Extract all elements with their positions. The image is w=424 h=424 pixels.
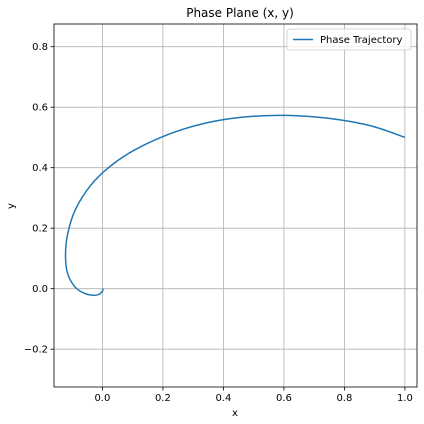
x-tick-label: 0.8 xyxy=(336,393,352,404)
y-tick-label: −0.2 xyxy=(24,345,48,356)
x-tick-label: 1.0 xyxy=(397,393,413,404)
legend-box xyxy=(286,28,412,51)
plot-area: 0.0 0.2 0.4 0.6 0.8 1.0 −0.2 0.0 0.2 0.4 0.6 0.8 Pha… xyxy=(24,23,418,404)
x-tick-label: 0.6 xyxy=(276,393,292,404)
x-tick-label: 0.0 xyxy=(94,393,110,404)
x-tick-label: 0.4 xyxy=(215,393,231,404)
y-axis-label: y xyxy=(6,203,17,209)
y-tick-label: 0.8 xyxy=(32,42,48,53)
y-tick-label: 0.0 xyxy=(32,284,48,295)
chart-title: Phase Plane (x, y) xyxy=(186,6,294,20)
x-axis-label: x xyxy=(232,408,238,419)
x-tick-label: 0.2 xyxy=(155,393,171,404)
y-tick-label: 0.2 xyxy=(32,224,48,235)
legend: Phase Trajectory xyxy=(286,28,412,51)
y-tick-label: 0.4 xyxy=(32,163,48,174)
phase-trajectory-line xyxy=(64,114,406,297)
legend-label: Phase Trajectory xyxy=(320,35,402,46)
axes-frame xyxy=(53,23,418,388)
y-tick-label: 0.6 xyxy=(32,103,48,114)
